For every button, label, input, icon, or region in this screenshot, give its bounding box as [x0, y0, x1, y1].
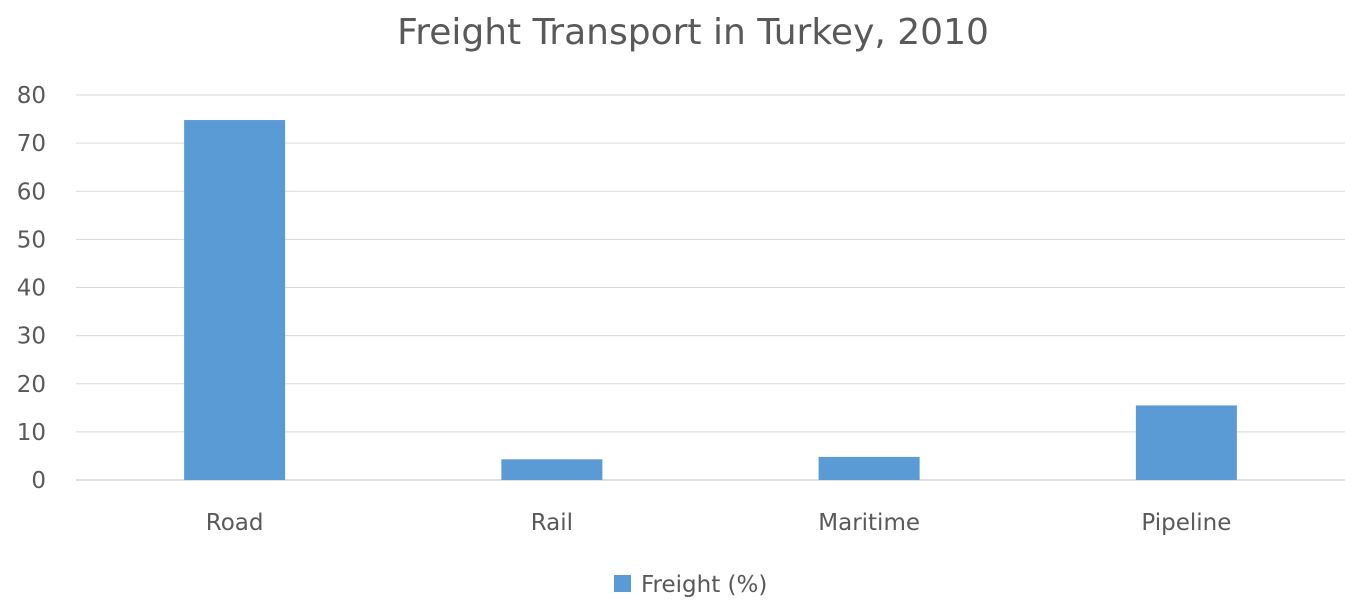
y-tick-label: 30 [17, 324, 46, 350]
y-tick-label: 0 [31, 468, 46, 494]
legend: Freight (%) [614, 572, 767, 598]
x-tick-label: Pipeline [1141, 510, 1231, 536]
x-tick-label: Road [206, 510, 264, 536]
bar-rail [501, 459, 603, 480]
x-tick-label: Rail [531, 510, 573, 536]
x-axis-ticks: Road Rail Maritime Pipeline [206, 510, 1232, 536]
y-tick-label: 70 [17, 131, 46, 157]
legend-label: Freight (%) [641, 572, 767, 598]
bars [184, 120, 1237, 481]
bar-road [184, 120, 286, 481]
y-tick-label: 50 [17, 227, 46, 253]
bar-pipeline [1135, 405, 1237, 480]
y-tick-label: 60 [17, 179, 46, 205]
legend-swatch [614, 575, 631, 592]
y-tick-label: 20 [17, 372, 46, 398]
y-axis-ticks: 0 10 20 30 40 50 60 70 80 [17, 83, 46, 494]
chart-title: Freight Transport in Turkey, 2010 [397, 12, 989, 53]
y-tick-label: 80 [17, 83, 46, 109]
x-tick-label: Maritime [818, 510, 920, 536]
bar-maritime [818, 456, 920, 480]
y-tick-label: 40 [17, 276, 46, 302]
gridlines [76, 94, 1345, 481]
y-tick-label: 10 [17, 420, 46, 446]
